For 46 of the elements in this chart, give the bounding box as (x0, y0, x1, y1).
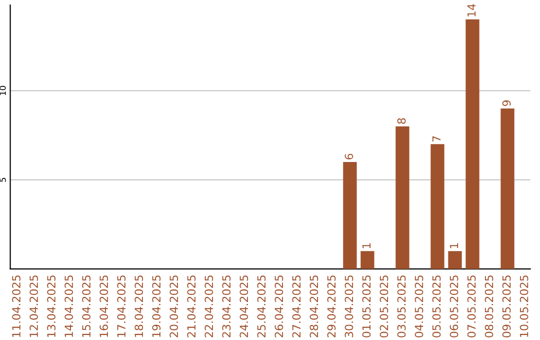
x-tick-label: 10.05.2025 (520, 275, 528, 337)
data-label: 1 (450, 243, 458, 248)
x-tick-label: 28.04.2025 (310, 275, 318, 338)
y-tick-label: 10 (0, 86, 6, 96)
x-tick-label: 03.05.2025 (397, 275, 406, 338)
x-tick-label: 07.05.2025 (467, 275, 476, 338)
x-tick-label: 18.04.2025 (134, 275, 144, 337)
x-tick-label: 14.04.2025 (64, 275, 74, 337)
y-tick-label: 5 (0, 178, 6, 182)
x-tick-label: 04.05.2025 (414, 275, 424, 338)
x-tick-label: 23.04.2025 (222, 275, 231, 338)
data-label: 8 (397, 118, 406, 124)
x-tick-label: 08.05.2025 (484, 275, 494, 338)
bar (430, 144, 444, 269)
bar (343, 162, 357, 269)
x-tick-label: 21.04.2025 (187, 275, 196, 338)
x-tick-label: 20.04.2025 (170, 275, 178, 338)
x-tick-label: 02.05.2025 (380, 275, 388, 338)
data-label: 6 (344, 154, 354, 160)
x-tick-label: 09.05.2025 (502, 275, 511, 338)
data-label: 7 (432, 136, 441, 142)
bar (396, 126, 410, 269)
x-tick-label: 30.04.2025 (344, 275, 354, 338)
x-tick-label: 12.04.2025 (30, 275, 38, 337)
data-label: 9 (502, 100, 511, 106)
x-tick-label: 01.05.2025 (362, 275, 371, 338)
x-tick-label: 24.04.2025 (240, 275, 248, 338)
data-label: 14 (467, 4, 476, 16)
x-tick-label: 19.04.2025 (152, 275, 161, 337)
x-tick-label: 29.04.2025 (327, 275, 336, 338)
bar (448, 251, 462, 269)
data-label: 1 (362, 243, 371, 248)
x-tick-label: 13.04.2025 (47, 275, 56, 337)
x-tick-label: 15.04.2025 (82, 275, 91, 337)
x-tick-label: 25.04.2025 (257, 275, 266, 338)
bar (500, 108, 514, 269)
x-tick-label: 22.04.2025 (204, 275, 214, 338)
x-tick-label: 26.04.2025 (274, 275, 284, 338)
x-tick-label: 16.04.2025 (100, 275, 108, 337)
x-tick-label: 17.04.2025 (117, 275, 126, 337)
x-tick-label: 06.05.2025 (450, 275, 458, 338)
x-tick-label: 11.04.2025 (12, 275, 20, 337)
x-tick-label: 05.05.2025 (432, 275, 441, 338)
bar (360, 251, 374, 269)
bar (466, 19, 480, 269)
x-tick-label: 27.04.2025 (292, 275, 301, 338)
